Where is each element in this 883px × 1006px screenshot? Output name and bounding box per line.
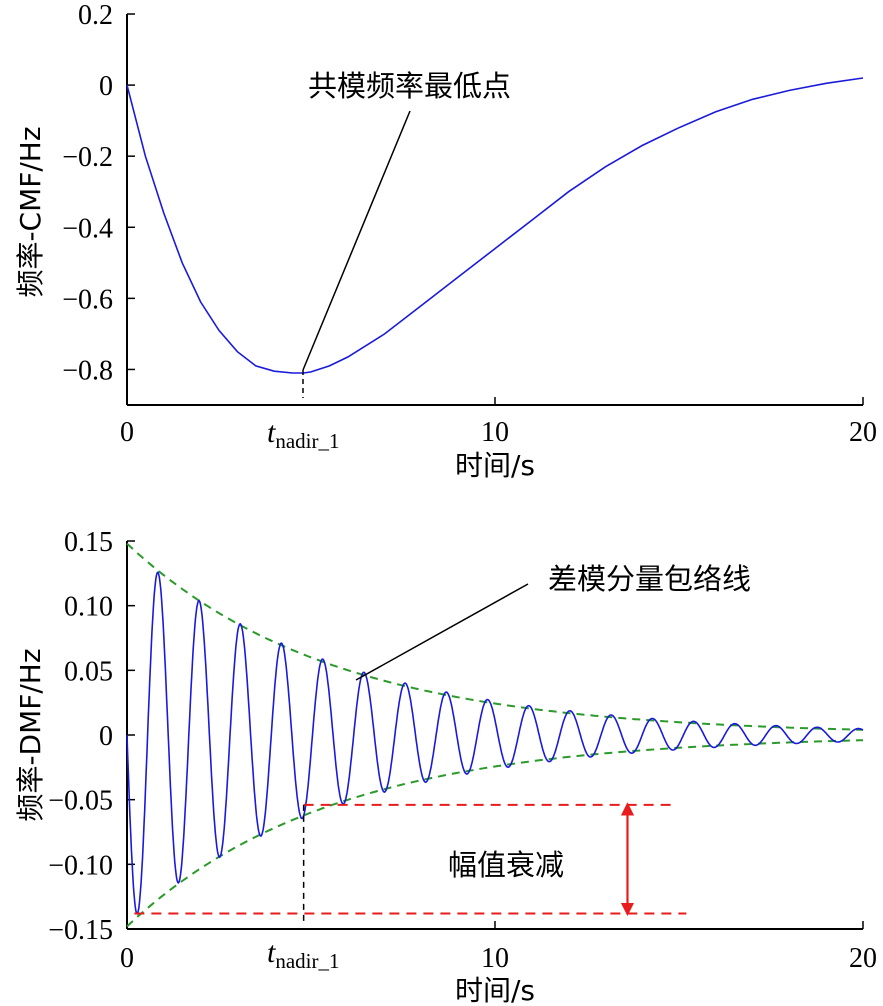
bottom-nadir-label: tnadir_1: [267, 936, 340, 973]
top-y-axis-label: 频率-CMF/Hz: [14, 126, 47, 297]
dmf-annotation: 差模分量包络线: [548, 562, 751, 596]
y-tick-label: 0.2: [78, 0, 113, 31]
y-tick-label: −0.4: [62, 213, 113, 244]
top-nadir-label: tnadir_1: [267, 416, 340, 453]
y-tick-label: 0: [99, 71, 113, 102]
y-tick-label: 0.10: [64, 592, 113, 623]
y-tick-label: −0.15: [48, 915, 113, 946]
bottom-y-axis-label: 频率-DMF/Hz: [14, 648, 47, 821]
x-tick-label: 20: [849, 943, 877, 974]
top-x-axis-label: 时间/s: [455, 449, 535, 482]
y-tick-label: −0.6: [62, 284, 113, 315]
y-tick-label: 0.05: [64, 656, 113, 687]
x-tick-label: 0: [120, 943, 134, 974]
y-tick-label: −0.2: [62, 142, 113, 173]
bottom-nadir-base: t: [267, 936, 276, 969]
top-nadir-base: t: [267, 416, 276, 449]
x-tick-label: 20: [849, 417, 877, 448]
annotation-leader: [355, 583, 529, 681]
bottom-x-axis-label: 时间/s: [455, 974, 535, 1006]
y-tick-label: 0: [99, 721, 113, 752]
amplitude-decay-label: 幅值衰减: [448, 848, 564, 882]
cmf-chart: 0.2 0 −0.2 −0.4 −0.6 −0.8 0 10 20 共模频率最低点 tnadi…: [14, 0, 877, 482]
envelope-upper: [126, 542, 864, 731]
y-tick-label: −0.05: [48, 786, 113, 817]
y-tick-label: −0.8: [62, 355, 113, 386]
dmf-series-line: [126, 571, 864, 916]
dmf-chart: 0.15 0.10 0.05 0 −0.05 −0.10 −0.15 0 10 20 差模分量包…: [14, 527, 877, 1006]
y-tick-label: −0.10: [48, 850, 113, 881]
annotation-leader: [302, 110, 411, 371]
cmf-series-line: [126, 77, 864, 374]
x-tick-label: 10: [481, 943, 509, 974]
bottom-nadir-sub: nadir_1: [275, 949, 339, 973]
x-tick-label: 0: [120, 417, 134, 448]
top-nadir-sub: nadir_1: [275, 429, 339, 453]
envelope-lower: [126, 739, 864, 928]
cmf-annotation: 共模频率最低点: [308, 69, 511, 103]
y-tick-label: 0.15: [64, 527, 113, 558]
x-tick-label: 10: [481, 417, 509, 448]
